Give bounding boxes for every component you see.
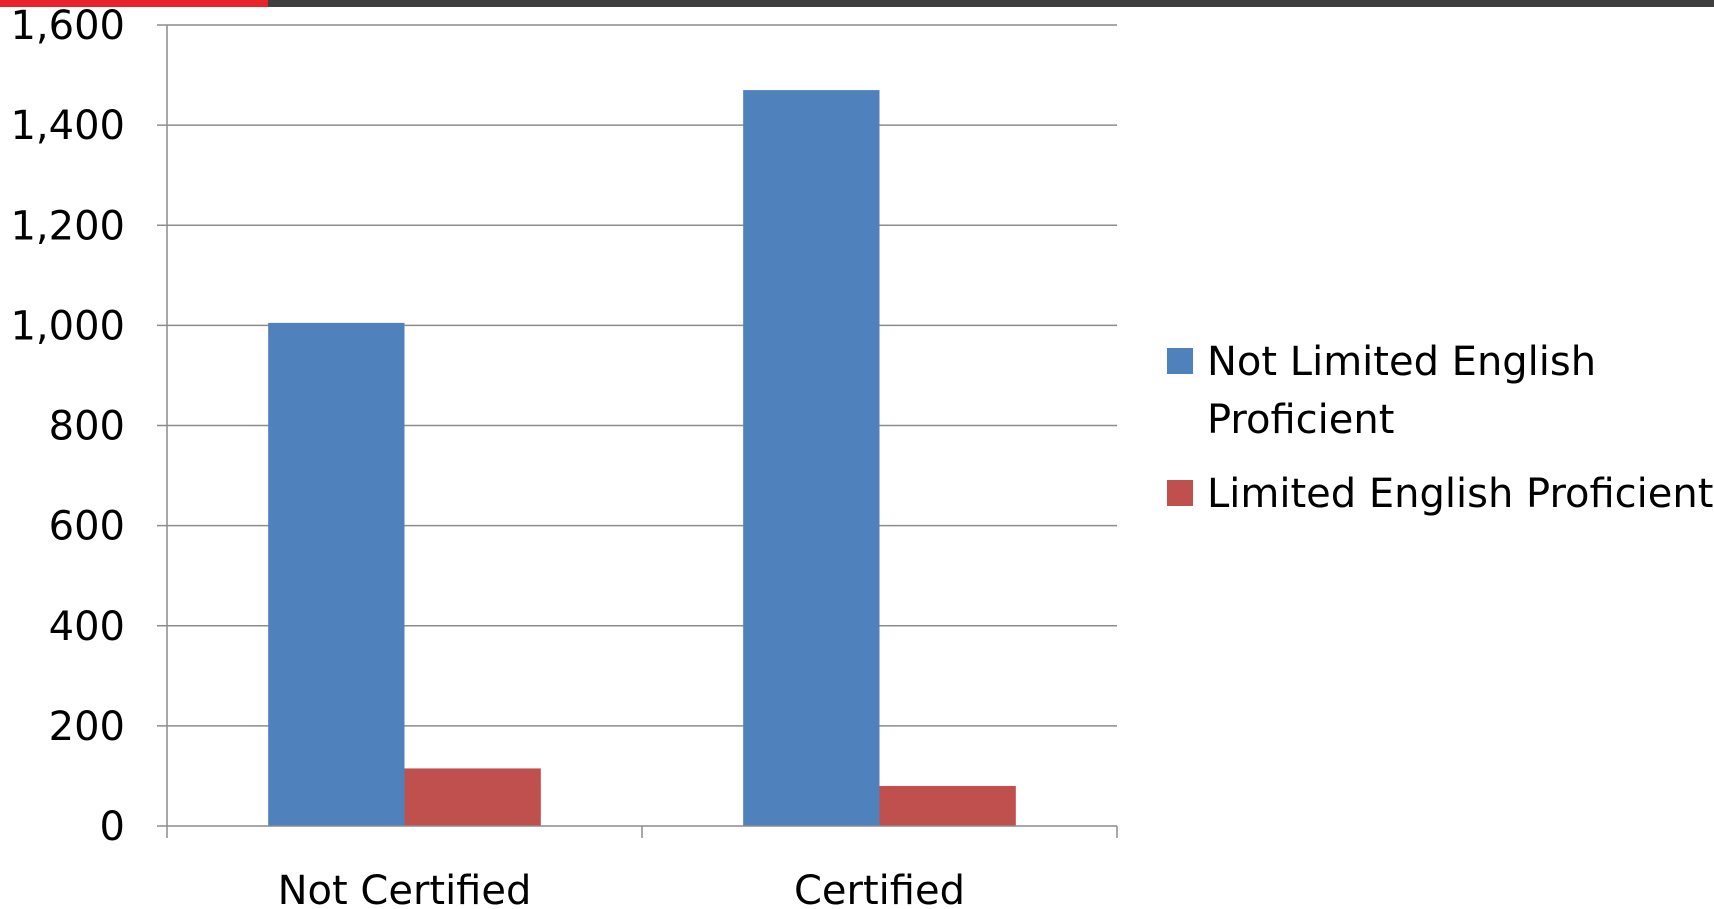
bars xyxy=(268,90,1016,827)
header-bar xyxy=(268,0,1714,7)
y-tick-label: 1,400 xyxy=(10,103,125,149)
y-tick-label: 1,000 xyxy=(10,303,125,349)
axes xyxy=(157,24,1118,838)
gridlines xyxy=(167,24,1117,727)
y-tick-label: 200 xyxy=(49,704,125,750)
bar xyxy=(879,785,1016,826)
x-category-label: Certified xyxy=(794,868,965,909)
bar xyxy=(268,322,405,826)
y-tick-label: 800 xyxy=(49,404,125,450)
y-tick-label: 1,600 xyxy=(10,3,125,49)
legend-label: Limited English Proficient xyxy=(1207,471,1713,517)
legend-label: Not Limited English xyxy=(1207,339,1596,385)
y-tick-label: 1,200 xyxy=(10,203,125,249)
legend-swatch xyxy=(1167,348,1193,374)
header-accent-bar xyxy=(0,0,268,7)
y-tick-label: 0 xyxy=(100,804,125,850)
legend: Not Limited English Proficient Limited Eng… xyxy=(1167,339,1713,517)
bar xyxy=(743,90,880,827)
x-category-label: Not Certified xyxy=(278,868,532,909)
legend-swatch xyxy=(1167,480,1193,506)
y-tick-label: 600 xyxy=(49,504,125,550)
tick-labels: 0 200 400 600 800 1,000 1,200 1,400 1,600 Not Cer… xyxy=(10,3,965,909)
y-tick-label: 400 xyxy=(49,604,125,650)
legend-label: Proficient xyxy=(1207,397,1394,443)
bar xyxy=(404,768,541,826)
